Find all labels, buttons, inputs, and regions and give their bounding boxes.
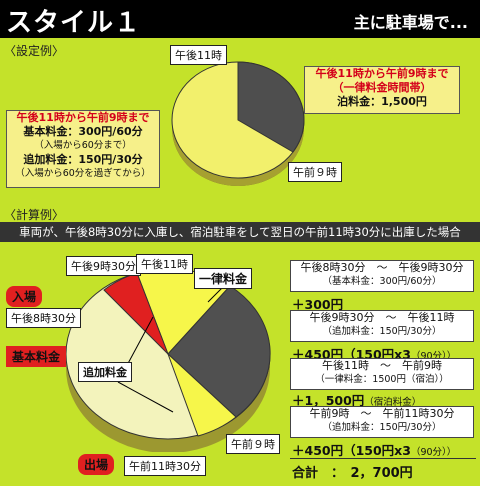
- time-line2: 基本料金：300円/60分: [23, 125, 143, 138]
- total-amount: 合計 ： 2，700円: [292, 466, 413, 481]
- total-divider: [290, 458, 476, 459]
- leader-add-1: [117, 381, 174, 413]
- time-rate-box: 午後11時から午前9時まで 基本料金：300円/60分 （入場から60分まで） …: [6, 110, 160, 188]
- pie-label-11pm: 午後11時: [170, 45, 227, 65]
- step-2-line2: （追加料金：150円/30分）: [322, 326, 442, 337]
- basic-fee-tag: 基本料金: [6, 346, 67, 367]
- page-title: スタイル１: [6, 8, 142, 38]
- settings-example-label: 〈設定例〉: [4, 44, 65, 58]
- time-line1: 午後11時から午前9時まで: [16, 111, 150, 124]
- step-3-amount: ＋1，500円（宿泊料金）: [292, 393, 422, 408]
- calc-pie: [65, 268, 271, 452]
- time-line3: （入場から60分まで）: [34, 140, 132, 151]
- calc-pie-dark-slice: [167, 285, 271, 418]
- page-subtitle: 主に駐車場で...: [353, 13, 468, 32]
- step-1-box: 午後8時30分 ～ 午後9時30分 （基本料金：300円/60分）: [290, 260, 474, 292]
- calc-pie-yellow-slice-2: [167, 353, 237, 437]
- step-4-line2: （追加料金：150円/30分）: [322, 422, 442, 433]
- step-1-line2: （基本料金：300円/60分）: [322, 276, 442, 287]
- calc-label-0830pm: 午後8時30分: [6, 308, 81, 328]
- step-4-box: 午前9時 ～ 午前11時30分 （追加料金：150円/30分）: [290, 406, 474, 438]
- exit-tag: 出場: [78, 454, 115, 475]
- time-line4: 追加料金：150円/30分: [23, 153, 143, 166]
- flat-rate-box: 午後11時から午前9時まで （一律料金時間帯） 泊料金：1,500円: [304, 66, 460, 114]
- calc-label-exit-time: 午前11時30分: [124, 456, 206, 476]
- step-2-line1: 午後9時30分 ～ 午後11時: [309, 311, 455, 324]
- calc-label-0930pm: 午後9時30分: [66, 256, 141, 276]
- settings-pie: [171, 61, 305, 186]
- calc-label-11pm: 午後11時: [136, 254, 193, 274]
- step-1-amount: ＋300円: [292, 297, 344, 312]
- step-3-line1: 午後11時 ～ 午前9時: [322, 359, 442, 372]
- step-4-amount: ＋450円（150円x3（90分））: [292, 443, 457, 458]
- calc-label-flat: 一律料金: [194, 268, 253, 289]
- calc-label-9am: 午前９時: [226, 434, 280, 454]
- flat-line3: 泊料金：1,500円: [337, 95, 427, 108]
- header-bar: [0, 0, 480, 38]
- step-3-box: 午後11時 ～ 午前9時 （一律料金：1500円（宿泊））: [290, 358, 474, 390]
- calc-example-label: 〈計算例〉: [4, 208, 65, 222]
- calc-description: 車両が、午後8時30分に入庫し、宿泊駐車をして翌日の午前11時30分に出庫した場…: [0, 222, 480, 242]
- pie-label-9am: 午前９時: [288, 162, 342, 182]
- step-4-line1: 午前9時 ～ 午前11時30分: [309, 407, 455, 420]
- pie-slice-flat: [237, 61, 305, 153]
- flat-line1: 午後11時から午前9時まで: [315, 67, 449, 80]
- entry-tag: 入場: [6, 286, 43, 307]
- step-1-line1: 午後8時30分 ～ 午後9時30分: [300, 261, 464, 274]
- step-3-line2: （一律料金：1500円（宿泊））: [315, 374, 449, 385]
- calc-label-additional: 追加料金: [78, 362, 132, 382]
- step-2-box: 午後9時30分 ～ 午後11時 （追加料金：150円/30分）: [290, 310, 474, 342]
- flat-line2: （一律料金時間帯）: [332, 81, 432, 94]
- time-line5: （入場から60分を過ぎてから）: [15, 168, 151, 179]
